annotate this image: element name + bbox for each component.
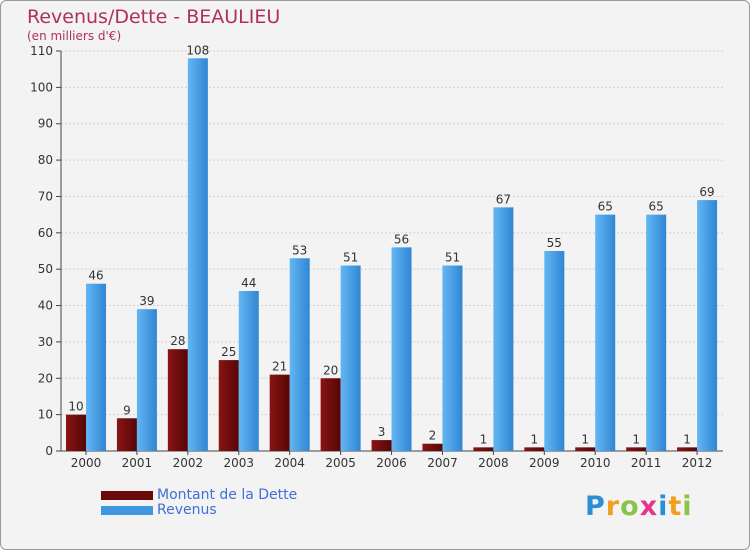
bar-dette bbox=[167, 349, 188, 451]
x-tick-label: 2002 bbox=[173, 456, 204, 470]
y-tick-label: 90 bbox=[38, 117, 53, 131]
data-label-dette: 1 bbox=[632, 432, 640, 446]
bar-revenus bbox=[289, 258, 310, 451]
bar-dette bbox=[116, 418, 137, 451]
bar-revenus bbox=[340, 265, 361, 451]
data-label-dette: 3 bbox=[378, 425, 386, 439]
data-label-dette: 2 bbox=[429, 429, 437, 443]
x-tick-label: 2006 bbox=[376, 456, 407, 470]
legend-label-revenus: Revenus bbox=[157, 502, 217, 518]
logo-letter: t bbox=[668, 491, 683, 522]
y-tick-label: 60 bbox=[38, 226, 53, 240]
data-label-dette: 25 bbox=[221, 345, 236, 359]
data-label-revenus: 46 bbox=[88, 269, 103, 283]
bar-revenus bbox=[86, 283, 106, 451]
data-label-dette: 20 bbox=[323, 363, 338, 377]
x-tick-label: 2011 bbox=[631, 456, 662, 470]
bar-dette bbox=[524, 447, 545, 451]
data-label-revenus: 67 bbox=[496, 192, 511, 206]
logo-letter: P bbox=[585, 491, 606, 522]
x-tick-label: 2003 bbox=[223, 456, 254, 470]
proxiti-logo: Proxiti bbox=[585, 491, 693, 522]
bar-revenus bbox=[187, 58, 208, 451]
bar-dette bbox=[320, 378, 341, 451]
x-tick-label: 2000 bbox=[71, 456, 102, 470]
data-label-dette: 1 bbox=[581, 432, 589, 446]
x-tick-label: 2010 bbox=[580, 456, 611, 470]
y-tick-label: 20 bbox=[38, 371, 53, 385]
data-label-revenus: 65 bbox=[598, 200, 613, 214]
y-tick-label: 40 bbox=[38, 299, 53, 313]
x-tick-label: 2009 bbox=[529, 456, 560, 470]
bar-revenus bbox=[238, 291, 259, 451]
y-tick-label: 80 bbox=[38, 153, 53, 167]
data-label-dette: 1 bbox=[683, 432, 691, 446]
data-label-revenus: 108 bbox=[186, 43, 209, 57]
bar-revenus bbox=[493, 207, 514, 451]
label-layer: 10 46 9 39 28 108 25 44 21 53 20 51 3 56 2 51 1 67 1 55 1 65 1… bbox=[68, 43, 714, 446]
bar-dette bbox=[677, 447, 698, 451]
data-label-dette: 1 bbox=[480, 432, 488, 446]
bar-revenus bbox=[595, 214, 616, 451]
bar-dette bbox=[422, 443, 443, 451]
bar-dette bbox=[626, 447, 647, 451]
legend-item-revenus: Revenus bbox=[101, 502, 217, 518]
logo-letter: r bbox=[605, 491, 621, 522]
bar-revenus bbox=[136, 309, 157, 451]
legend-item-dette: Montant de la Dette bbox=[101, 487, 297, 503]
bar-dette bbox=[269, 374, 290, 451]
bar-revenus bbox=[442, 265, 463, 451]
y-tick-label: 110 bbox=[30, 44, 53, 58]
bar-revenus bbox=[544, 251, 565, 451]
data-label-dette: 10 bbox=[68, 400, 83, 414]
data-label-dette: 9 bbox=[123, 403, 131, 417]
chart-title: Revenus/Dette - BEAULIEU bbox=[27, 6, 281, 28]
logo-letter: o bbox=[620, 491, 640, 522]
y-tick-label: 70 bbox=[38, 189, 53, 203]
y-tick-label: 0 bbox=[45, 444, 53, 458]
y-tick-label: 30 bbox=[38, 335, 53, 349]
bar-dette bbox=[371, 440, 392, 451]
data-label-revenus: 51 bbox=[445, 251, 460, 265]
data-label-revenus: 44 bbox=[241, 276, 256, 290]
legend-swatch-revenus bbox=[101, 505, 153, 515]
bar-revenus bbox=[646, 214, 667, 451]
x-tick-label: 2004 bbox=[274, 456, 305, 470]
data-label-dette: 28 bbox=[170, 334, 185, 348]
data-label-revenus: 56 bbox=[394, 232, 409, 246]
data-label-dette: 21 bbox=[272, 360, 287, 374]
data-label-revenus: 69 bbox=[699, 185, 714, 199]
bar-dette bbox=[575, 447, 596, 451]
legend-swatch-dette bbox=[101, 490, 153, 500]
bar-dette bbox=[66, 414, 86, 451]
bar-dette bbox=[473, 447, 494, 451]
bar-revenus bbox=[697, 200, 718, 451]
bar-dette bbox=[218, 360, 239, 451]
data-label-dette: 1 bbox=[530, 432, 538, 446]
logo-letter: x bbox=[639, 491, 659, 522]
logo-letter: i bbox=[658, 491, 669, 522]
chart-subtitle: (en milliers d'€) bbox=[27, 29, 122, 43]
bar-revenus bbox=[391, 247, 412, 451]
data-label-revenus: 65 bbox=[649, 200, 664, 214]
y-tick-label: 50 bbox=[38, 262, 53, 276]
x-tick-label: 2012 bbox=[682, 456, 713, 470]
y-tick-label: 100 bbox=[30, 80, 53, 94]
data-label-revenus: 51 bbox=[343, 251, 358, 265]
x-tick-label: 2008 bbox=[478, 456, 509, 470]
legend-label-dette: Montant de la Dette bbox=[157, 487, 298, 503]
data-label-revenus: 39 bbox=[139, 294, 154, 308]
x-tick-label: 2005 bbox=[325, 456, 356, 470]
logo-letter: i bbox=[682, 491, 693, 522]
bar-layer bbox=[66, 58, 718, 451]
x-tick-label: 2001 bbox=[122, 456, 153, 470]
data-label-revenus: 53 bbox=[292, 243, 307, 257]
y-tick-label: 10 bbox=[38, 408, 53, 422]
data-label-revenus: 55 bbox=[547, 236, 562, 250]
x-tick-label: 2007 bbox=[427, 456, 458, 470]
